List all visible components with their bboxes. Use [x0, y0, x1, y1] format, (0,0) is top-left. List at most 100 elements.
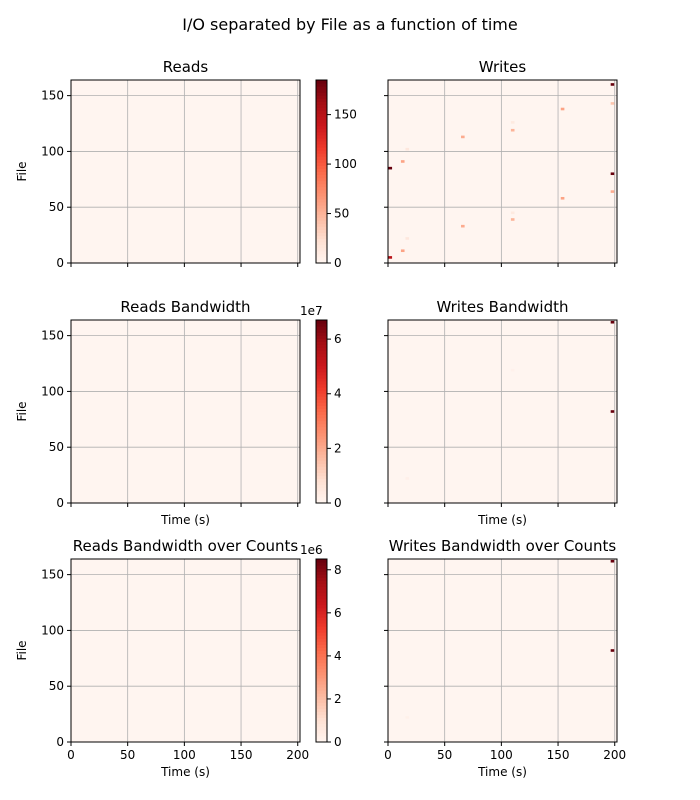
colorbar-segment: [316, 323, 327, 327]
colorbar-segment: [316, 496, 327, 501]
colorbar-segment: [316, 432, 327, 437]
colorbar-segment: [316, 616, 327, 621]
colorbar-segment: [316, 598, 327, 603]
colorbar-segment: [316, 247, 327, 252]
heatmap-cell: [560, 107, 565, 111]
colorbar-segment: [316, 420, 327, 425]
colorbar-segment: [316, 253, 327, 258]
colorbar-segment: [316, 604, 327, 609]
colorbar-segment: [316, 116, 327, 121]
colorbar-segment: [316, 344, 327, 348]
colorbar-segment: [316, 110, 327, 115]
colorbar-segment: [316, 442, 327, 446]
plot-area: [388, 80, 617, 263]
colorbar-segment: [316, 189, 327, 194]
y-axis-label: File: [15, 401, 29, 421]
colorbar-segment: [316, 623, 327, 627]
colorbar-segment: [316, 457, 327, 461]
colorbar-segment: [316, 586, 327, 590]
heatmap-cell: [461, 135, 465, 139]
colorbar-segment: [316, 86, 327, 90]
colorbar-segment: [316, 445, 327, 449]
y-tick-label: 0: [56, 735, 64, 749]
colorbar-segment: [316, 674, 327, 679]
heatmap-cell: [610, 190, 615, 193]
colorbar-segment: [316, 241, 327, 246]
colorbar-segment: [316, 393, 327, 397]
colorbar-segment: [316, 656, 327, 661]
colorbar-segment: [316, 244, 327, 249]
panel-reads-bandwidth-over-counts: 0 50 100 150 200 0 50 100 150 Reads Bandwidth ove…: [15, 537, 342, 779]
colorbar-segment: [316, 198, 327, 203]
colorbar-segment: [316, 156, 327, 160]
colorbar-segment: [316, 644, 327, 648]
colorbar-segment: [316, 693, 327, 697]
heatmap-cell: [510, 368, 515, 372]
colorbar-segment: [316, 463, 327, 467]
panel-title: Writes Bandwidth over Counts: [389, 537, 617, 555]
colorbar-segment: [316, 650, 327, 655]
colorbar-tick-label: 50: [334, 207, 349, 221]
colorbar-segment: [316, 429, 327, 434]
colorbar-segment: [316, 732, 327, 737]
heatmap-cell: [610, 559, 615, 563]
x-tick-label: 50: [437, 748, 452, 762]
colorbar-segment: [316, 171, 327, 176]
colorbar-segment: [316, 684, 327, 688]
y-tick-label: 150: [41, 89, 64, 103]
colorbar-segment: [316, 705, 327, 709]
heatmap-cell: [610, 320, 615, 324]
y-axis-label: File: [15, 640, 29, 660]
x-tick-label: 100: [490, 748, 513, 762]
colorbar-segment: [316, 729, 327, 734]
colorbar-segment: [316, 159, 327, 163]
colorbar-segment: [316, 610, 327, 615]
heatmap-cell: [610, 102, 615, 105]
colorbar-segment: [316, 150, 327, 154]
colorbar-segment: [316, 205, 327, 209]
colorbar-segment: [316, 104, 327, 108]
colorbar-segment: [316, 632, 327, 636]
colorbar-segment: [316, 475, 327, 480]
colorbar-segment: [316, 350, 327, 355]
heatmap-cell: [610, 83, 615, 86]
colorbar-segment: [316, 168, 327, 172]
colorbar-segment: [316, 493, 327, 498]
heatmap-cell: [510, 211, 515, 215]
colorbar-segment: [316, 613, 327, 618]
colorbar-segment: [316, 487, 327, 492]
colorbar-segment: [316, 137, 327, 142]
colorbar-segment: [316, 405, 327, 409]
colorbar-segment: [316, 681, 327, 685]
colorbar-segment: [316, 717, 327, 722]
colorbar-tick-label: 6: [334, 332, 342, 346]
heatmap-cell: [405, 477, 410, 480]
colorbar-segment: [316, 702, 327, 706]
colorbar-segment: [316, 326, 327, 330]
colorbar: 0 2 4 6 8 1e6: [300, 543, 342, 749]
colorbar-tick-label: 4: [334, 649, 342, 663]
colorbar-segment: [316, 592, 327, 597]
colorbar-segment: [316, 134, 327, 139]
colorbar-segment: [316, 235, 327, 240]
colorbar-segment: [316, 186, 327, 191]
x-tick-label: 100: [173, 748, 196, 762]
colorbar-segment: [316, 101, 327, 105]
colorbar-offset-label: 1e7: [300, 304, 323, 318]
colorbar-segment: [316, 478, 327, 483]
x-axis-label: Time (s): [477, 765, 527, 779]
x-axis-label: Time (s): [477, 513, 527, 527]
colorbar-segment: [316, 223, 327, 227]
colorbar-segment: [316, 659, 327, 664]
colorbar-segment: [316, 438, 327, 443]
colorbar-segment: [316, 662, 327, 667]
colorbar-segment: [316, 107, 327, 111]
axes-frame: [387, 79, 618, 264]
colorbar-segment: [316, 699, 327, 703]
colorbar-segment: [316, 626, 327, 630]
colorbar-segment: [316, 454, 327, 458]
colorbar-segment: [316, 571, 327, 575]
panel-title: Writes: [479, 58, 527, 76]
colorbar-segment: [316, 665, 327, 670]
x-tick-label: 150: [547, 748, 570, 762]
